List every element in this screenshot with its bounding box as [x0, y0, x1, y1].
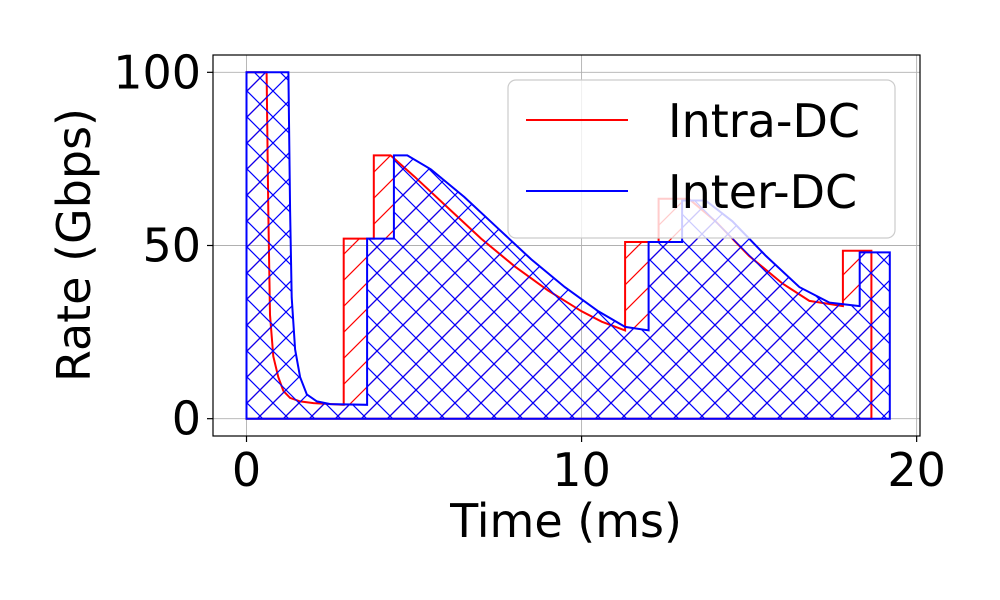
y-tick-label: 50: [142, 219, 201, 273]
y-tick-label: 0: [172, 392, 201, 446]
x-tick-label: 0: [232, 443, 261, 497]
legend: Intra-DC Inter-DC: [507, 79, 896, 239]
x-tick-label: 20: [887, 443, 946, 497]
axis-ticks: 0 10 20 0 50 100: [113, 45, 946, 497]
legend-label-intra-dc: Intra-DC: [668, 94, 860, 148]
series-area-inter-dc: [246, 72, 890, 419]
y-tick-label: 100: [113, 45, 201, 99]
y-axis-label: Rate (Gbps): [47, 108, 101, 382]
series-line-inter-dc: [245, 71, 891, 420]
legend-label-inter-dc: Inter-DC: [668, 165, 857, 219]
series-layer: [245, 71, 891, 420]
x-tick-label: 10: [552, 443, 611, 497]
x-axis-label: Time (ms): [449, 494, 682, 548]
